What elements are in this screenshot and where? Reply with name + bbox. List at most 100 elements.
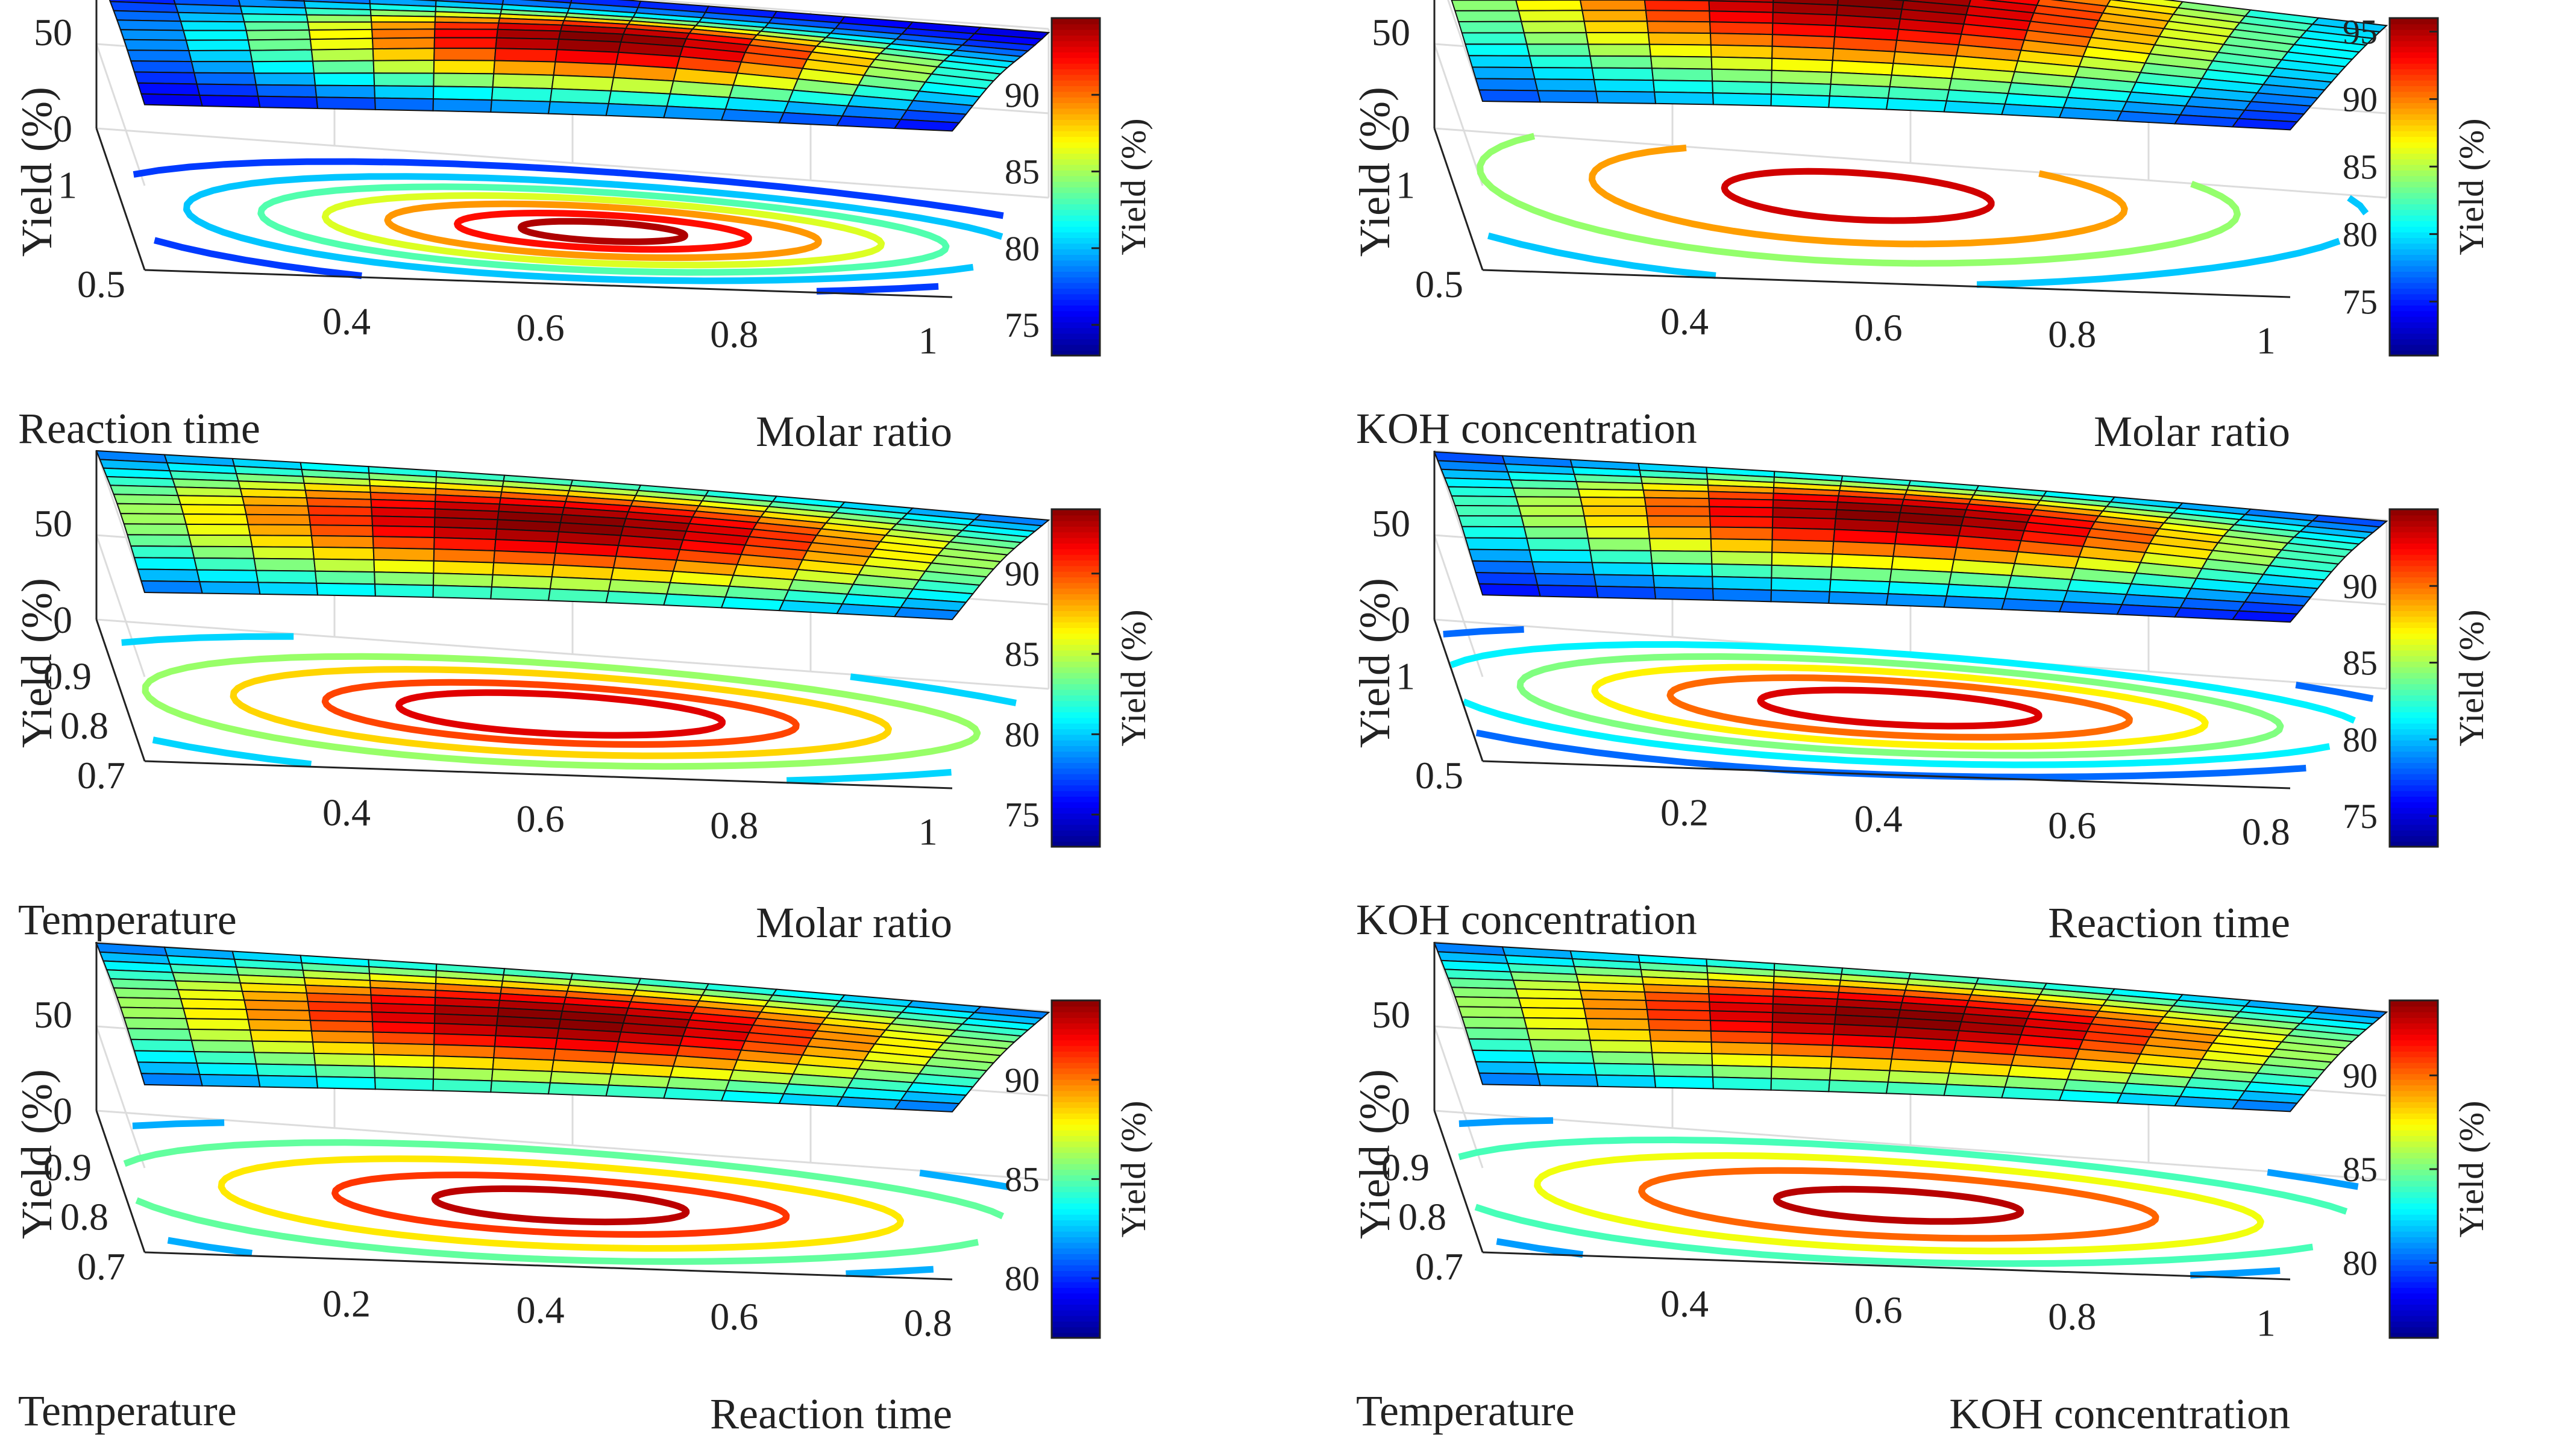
colorbar-segment <box>2390 622 2438 628</box>
surface-cell <box>1479 90 1540 102</box>
surface-cell <box>1476 1062 1538 1075</box>
surface-cell <box>606 104 667 118</box>
surface-mesh <box>96 943 1049 1112</box>
y-tick-label: 0.6 <box>2048 804 2096 847</box>
surface-cell <box>491 587 550 601</box>
colorbar-segment <box>2390 158 2438 165</box>
surface-cell <box>1586 1018 1650 1030</box>
colorbar-segment <box>1052 1326 1100 1332</box>
surface-cell <box>433 561 494 575</box>
surface-cell <box>194 558 256 571</box>
colorbar-segment <box>2390 1023 2438 1029</box>
surface-cell <box>1521 516 1586 527</box>
surface-cell <box>312 49 374 61</box>
surface-cell <box>1592 1052 1654 1064</box>
surface-cell <box>246 1009 310 1020</box>
colorbar-segment <box>1052 254 1100 260</box>
surface-cell <box>1532 1051 1594 1064</box>
colorbar-segment <box>1052 1147 1100 1153</box>
surface-cell <box>1647 21 1710 33</box>
surface-cell <box>606 591 667 605</box>
x-axis-label: Temperature <box>18 896 237 944</box>
surface-cell <box>435 29 498 38</box>
colorbar-segment <box>2390 565 2438 571</box>
colorbar-segment <box>2390 1147 2438 1153</box>
surface-cell <box>1527 1029 1590 1041</box>
surface-cell <box>121 30 186 40</box>
y-tick-label: 0.2 <box>322 1282 371 1325</box>
surface-cell <box>1469 1039 1532 1051</box>
surface-cell <box>372 29 435 39</box>
colorbar-segment <box>1052 1029 1100 1035</box>
colorbar-segment <box>2390 1046 2438 1052</box>
surface-cell <box>244 505 309 515</box>
surface-cell <box>246 515 310 525</box>
surface-cell <box>316 583 375 596</box>
colorbar-tick-label: 75 <box>2343 797 2378 836</box>
surface-cell <box>183 31 248 40</box>
surface-cell <box>308 506 372 516</box>
colorbar-segment <box>2390 1135 2438 1141</box>
colorbar-segment <box>2390 1316 2438 1322</box>
colorbar-segment <box>2390 322 2438 328</box>
surface-cell <box>1458 1006 1524 1018</box>
colorbar-segment <box>1052 175 1100 181</box>
surface-cell <box>373 536 435 549</box>
colorbar-segment <box>1052 63 1100 69</box>
colorbar-segment <box>2390 310 2438 316</box>
contour-set <box>1459 1120 2358 1275</box>
surface-cell <box>1711 539 1772 552</box>
colorbar-segment <box>1052 762 1100 768</box>
colorbar-segment <box>1052 148 1100 154</box>
colorbar-segment <box>2390 1068 2438 1074</box>
colorbar-segment <box>1052 237 1100 243</box>
surface-cell <box>197 1063 259 1076</box>
surface-cell <box>121 1008 186 1019</box>
surface-cell <box>1944 1084 2005 1097</box>
colorbar-segment <box>2390 327 2438 333</box>
colorbar-segment <box>1052 1090 1100 1096</box>
surface-cell <box>1465 1028 1529 1040</box>
colorbar-segment <box>1052 1265 1100 1271</box>
surface-cell <box>1596 586 1656 599</box>
surface-cell <box>1584 21 1648 33</box>
colorbar-segment <box>1052 1321 1100 1327</box>
colorbar-segment <box>1052 509 1100 515</box>
surface-cell <box>433 573 493 587</box>
surface-cell <box>1452 0 1519 11</box>
surface-cell <box>117 20 183 30</box>
surface-cell <box>138 570 200 582</box>
colorbar-segment <box>1052 565 1100 571</box>
y-axis <box>1483 1252 2290 1279</box>
colorbar-segment <box>2390 1214 2438 1220</box>
surface-cell <box>1513 488 1580 497</box>
surface-cell <box>250 535 313 547</box>
colorbar-tick-label: 85 <box>1005 1159 1040 1199</box>
surface-cell <box>434 60 495 74</box>
colorbar-segment <box>1052 1107 1100 1113</box>
colorbar-segment <box>1052 1287 1100 1293</box>
surface-cell <box>1455 997 1521 1008</box>
surface-cell <box>244 22 309 30</box>
colorbar-segment <box>2390 1102 2438 1108</box>
surface-cell <box>138 83 200 95</box>
colorbar-segment <box>2390 588 2438 594</box>
colorbar-segment <box>1052 1141 1100 1147</box>
surface-cell <box>1713 589 1771 602</box>
surface-cell <box>1648 527 1711 539</box>
surface-cell <box>372 38 435 49</box>
colorbar-segment <box>2390 237 2438 243</box>
colorbar-segment <box>1052 165 1100 171</box>
colorbar-segment <box>1052 192 1100 198</box>
colorbar-segment <box>2390 830 2438 836</box>
surface-cell <box>1829 592 1888 605</box>
colorbar-segment <box>1052 1197 1100 1203</box>
z-tick-label: 50 <box>34 993 72 1036</box>
colorbar-segment <box>1052 1006 1100 1012</box>
colorbar-segment <box>2390 774 2438 780</box>
colorbar-segment <box>2390 706 2438 712</box>
surface-cell <box>2002 1087 2063 1100</box>
surface-cell <box>1588 538 1651 551</box>
surface-cell <box>1527 538 1590 550</box>
